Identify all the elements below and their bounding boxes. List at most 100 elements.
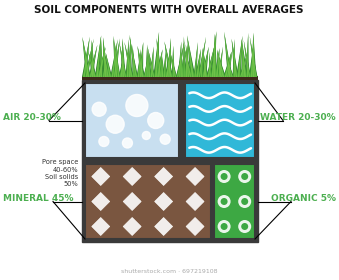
Polygon shape [203,47,209,77]
Polygon shape [238,36,242,77]
Polygon shape [244,40,251,77]
Polygon shape [126,39,129,77]
Polygon shape [242,39,248,77]
Polygon shape [103,38,108,77]
Polygon shape [177,41,184,77]
Polygon shape [218,47,223,77]
Polygon shape [161,53,164,77]
Polygon shape [157,49,162,77]
Polygon shape [100,37,103,77]
Circle shape [92,102,106,116]
Polygon shape [114,39,119,77]
Polygon shape [251,33,256,77]
Polygon shape [147,52,152,77]
Polygon shape [155,167,173,186]
Polygon shape [223,52,232,77]
Polygon shape [218,53,224,77]
Polygon shape [226,51,232,77]
Polygon shape [232,39,238,77]
Polygon shape [244,40,251,77]
Polygon shape [112,39,118,77]
Polygon shape [240,53,247,77]
Polygon shape [226,56,233,77]
Polygon shape [83,37,90,77]
Polygon shape [113,38,120,77]
Polygon shape [139,42,143,77]
Polygon shape [242,46,244,77]
Polygon shape [96,35,101,77]
Polygon shape [97,47,105,77]
Polygon shape [137,49,141,77]
Circle shape [238,220,251,233]
Polygon shape [102,55,106,77]
Polygon shape [183,43,193,77]
Polygon shape [209,52,211,77]
Polygon shape [172,46,175,77]
Polygon shape [124,42,133,77]
Polygon shape [179,55,185,77]
Circle shape [142,132,150,139]
Polygon shape [242,39,247,77]
Circle shape [221,173,227,180]
Polygon shape [101,37,102,77]
Polygon shape [211,31,216,77]
Circle shape [218,170,231,183]
Polygon shape [155,193,173,211]
Polygon shape [123,193,141,211]
Circle shape [106,115,124,133]
Polygon shape [187,35,194,77]
Polygon shape [103,47,110,77]
Polygon shape [103,47,109,77]
Polygon shape [113,36,117,77]
Polygon shape [182,36,186,77]
Polygon shape [89,45,97,77]
Polygon shape [90,40,95,77]
Polygon shape [113,36,118,77]
Polygon shape [224,32,231,77]
Polygon shape [147,47,154,77]
Polygon shape [82,37,91,77]
Polygon shape [218,53,226,77]
Circle shape [241,198,248,205]
Polygon shape [194,42,198,77]
Polygon shape [114,38,120,77]
Polygon shape [242,39,246,77]
Text: MINERAL 45%: MINERAL 45% [3,194,74,203]
Polygon shape [96,35,101,77]
Polygon shape [207,43,215,77]
Polygon shape [106,53,111,77]
Polygon shape [137,46,145,77]
Polygon shape [168,38,171,77]
Polygon shape [179,41,181,77]
Polygon shape [224,52,232,77]
Polygon shape [209,52,211,77]
Polygon shape [250,36,257,77]
Circle shape [148,113,164,129]
Polygon shape [217,50,222,77]
Polygon shape [161,53,163,77]
Polygon shape [88,50,96,77]
Polygon shape [249,46,254,77]
Polygon shape [151,46,154,77]
Polygon shape [201,47,209,77]
Polygon shape [137,46,144,77]
Polygon shape [164,52,171,77]
Polygon shape [218,53,225,77]
Polygon shape [92,193,110,211]
Polygon shape [233,39,236,77]
Polygon shape [224,32,232,77]
Polygon shape [164,41,174,77]
Polygon shape [232,39,237,77]
Polygon shape [203,48,207,77]
Polygon shape [149,46,154,77]
Circle shape [221,198,227,205]
Polygon shape [209,52,212,77]
Polygon shape [145,45,149,77]
Polygon shape [82,37,90,77]
Polygon shape [241,46,245,77]
Polygon shape [122,38,125,77]
Polygon shape [113,36,119,77]
Polygon shape [198,37,206,77]
Polygon shape [212,34,217,77]
Polygon shape [84,39,94,77]
